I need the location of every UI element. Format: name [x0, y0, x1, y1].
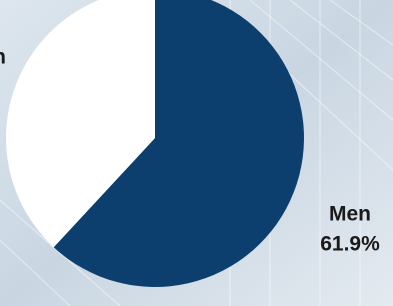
value-label: 61.9% — [320, 233, 380, 256]
category-label: Men — [329, 203, 371, 226]
page: {"chart_data": {"type": "pie", "categori… — [0, 0, 393, 306]
category-label: Women — [0, 46, 6, 69]
pie — [6, 0, 304, 287]
chart: Men 61.9% Women — [0, 0, 393, 306]
